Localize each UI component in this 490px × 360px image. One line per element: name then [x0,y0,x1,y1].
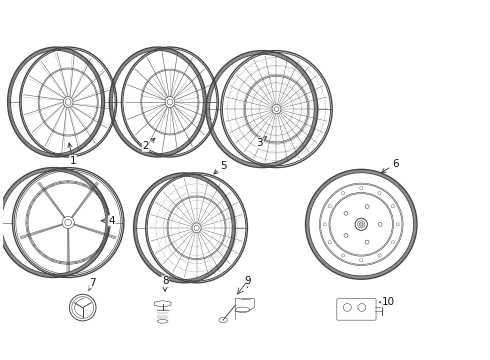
Text: 1: 1 [68,143,76,166]
Text: 4: 4 [101,216,115,226]
Text: 5: 5 [214,161,226,174]
Ellipse shape [359,222,363,226]
Text: 7: 7 [89,278,96,291]
Text: 2: 2 [143,138,155,151]
Text: 9: 9 [244,276,251,287]
Text: 3: 3 [256,136,267,148]
Text: 6: 6 [382,159,398,173]
Text: 10: 10 [379,297,394,307]
Text: 8: 8 [162,276,169,291]
